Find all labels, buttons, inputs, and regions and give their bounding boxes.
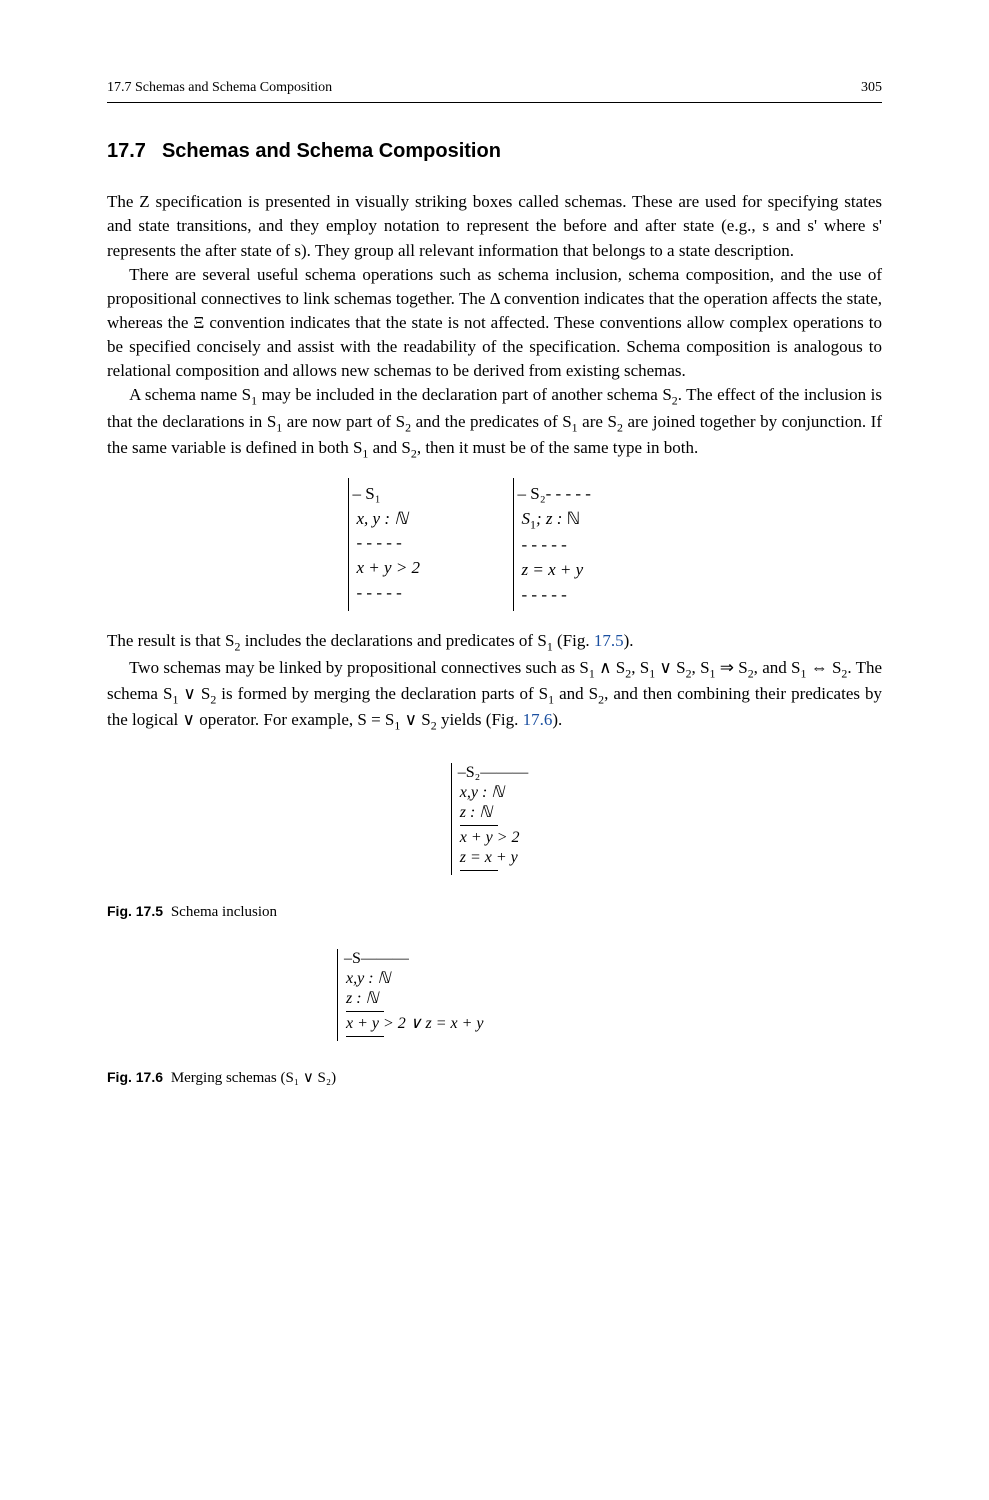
page-header: 17.7 Schemas and Schema Composition 305 <box>107 78 882 103</box>
p4-text: includes the declarations and predicates… <box>240 631 546 650</box>
schema-s2-decl: S1; z : ℕ <box>522 507 632 534</box>
p5-text: Two schemas may be linked by proposition… <box>129 658 589 677</box>
schema-s1: – S₁ x, y : ℕ - - - - - x + y > 2 - - - … <box>348 478 477 611</box>
section-number: 17.7 <box>107 140 146 162</box>
p5-text: , S <box>631 658 649 677</box>
section-title: 17.7 Schemas and Schema Composition <box>107 137 882 166</box>
schema-s1-name: – S₁ <box>353 482 467 507</box>
p5-text: ⇔ S <box>806 658 841 677</box>
schema-inc-name: –S₂——— <box>458 763 528 783</box>
fig-17-5-label: Fig. 17.5 <box>107 903 163 919</box>
schema-inc-decl1: x,y : ℕ <box>460 783 528 803</box>
p5-text: ∨ S <box>655 658 685 677</box>
fig-17-6-caption: Fig. 17.6 Merging schemas (S₁ ∨ S₂) <box>107 1067 882 1090</box>
p4-text: The result is that S <box>107 631 234 650</box>
p5-text: , and S <box>754 658 801 677</box>
schema-s2-sep: - - - - - <box>522 533 632 558</box>
p5-text: , S <box>692 658 710 677</box>
schema-s1-decl: x, y : ℕ <box>357 507 467 532</box>
schema-pair: – S₁ x, y : ℕ - - - - - x + y > 2 - - - … <box>107 478 882 611</box>
p5-text: ∨ S <box>178 684 210 703</box>
schema-merge-name: –S——— <box>344 949 484 969</box>
schema-inc-divider <box>460 825 498 826</box>
fig-17-5-caption: Fig. 17.5 Schema inclusion <box>107 901 882 924</box>
schema-s2-name: – S₂- - - - - <box>518 482 632 507</box>
p5-text: ). <box>552 710 562 729</box>
fig-17-6-label: Fig. 17.6 <box>107 1069 163 1085</box>
p5-text: and S <box>554 684 598 703</box>
header-page-number: 305 <box>861 78 882 98</box>
schema-s1-end: - - - - - <box>357 581 467 606</box>
schema-inc-end <box>460 870 498 871</box>
fig-17-5-schema: –S₂——— x,y : ℕ z : ℕ x + y > 2 z = x + y <box>107 763 882 875</box>
p3-text: are now part of S <box>282 412 405 431</box>
schema-s1-sep: - - - - - <box>357 531 467 556</box>
schema-s2-end: - - - - - <box>522 583 632 608</box>
p3-text: and S <box>368 438 411 457</box>
schema-s2: – S₂- - - - - S1; z : ℕ - - - - - z = x … <box>513 478 642 611</box>
schema-merge-decl2: z : ℕ <box>346 989 484 1009</box>
p3-text: , then it must be of the same type in bo… <box>417 438 698 457</box>
section-title-text: Schemas and Schema Composition <box>162 140 501 162</box>
fig-17-6-text: Merging schemas (S₁ ∨ S₂) <box>171 1070 336 1086</box>
paragraph-2: There are several useful schema operatio… <box>107 263 882 384</box>
p4-text: ). <box>624 631 634 650</box>
p3-text: are S <box>578 412 617 431</box>
fig-ref-17-6[interactable]: 17.6 <box>523 710 553 729</box>
schema-inc-pred1: x + y > 2 <box>460 828 528 848</box>
fig-ref-17-5[interactable]: 17.5 <box>594 631 624 650</box>
paragraph-3: A schema name S1 may be included in the … <box>107 383 882 462</box>
header-left: 17.7 Schemas and Schema Composition <box>107 78 332 98</box>
schema-merge-box: –S——— x,y : ℕ z : ℕ x + y > 2 ∨ z = x + … <box>337 949 494 1041</box>
schema-inc-decl2: z : ℕ <box>460 803 528 823</box>
schema-merge-divider <box>346 1011 384 1012</box>
p3-text: A schema name S <box>129 385 251 404</box>
p5-text: is formed by merging the declaration par… <box>216 684 548 703</box>
paragraph-4: The result is that S2 includes the decla… <box>107 629 882 655</box>
paragraph-1: The Z specification is presented in visu… <box>107 190 882 262</box>
p5-text: ∨ S <box>400 710 430 729</box>
schema-merge-pred: x + y > 2 ∨ z = x + y <box>346 1014 484 1034</box>
p3-text: and the predicates of S <box>411 412 572 431</box>
schema-merge-end <box>346 1036 384 1037</box>
p4-text: (Fig. <box>553 631 594 650</box>
p5-text: ⇒ S <box>715 658 747 677</box>
p3-text: may be included in the declaration part … <box>257 385 672 404</box>
schema-inc-pred2: z = x + y <box>460 848 528 868</box>
schema-s1-pred: x + y > 2 <box>357 556 467 581</box>
schema-s2-pred: z = x + y <box>522 558 632 583</box>
schema-merge-decl1: x,y : ℕ <box>346 969 484 989</box>
schema-inclusion-box: –S₂——— x,y : ℕ z : ℕ x + y > 2 z = x + y <box>451 763 538 875</box>
fig-17-5-text: Schema inclusion <box>171 904 277 920</box>
fig-17-6-schema: –S——— x,y : ℕ z : ℕ x + y > 2 ∨ z = x + … <box>107 949 882 1041</box>
p5-text: yields (Fig. <box>437 710 523 729</box>
p5-text: ∧ S <box>595 658 625 677</box>
paragraph-5: Two schemas may be linked by proposition… <box>107 656 882 735</box>
